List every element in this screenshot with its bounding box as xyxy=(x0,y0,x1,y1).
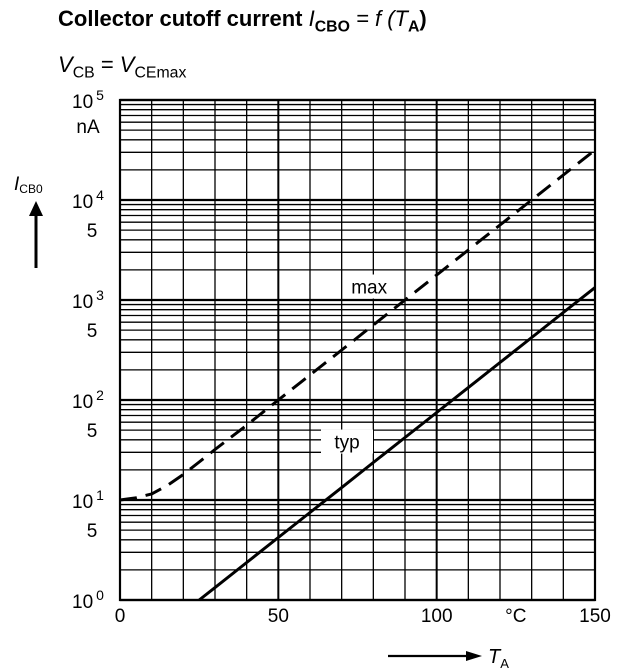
subtitle-rhs: V xyxy=(119,52,135,77)
x-axis-label: TA xyxy=(488,646,509,670)
series-line-max xyxy=(119,148,596,502)
subtitle-lhs-sub: CB xyxy=(72,64,95,82)
y-tick-label: 5 xyxy=(87,321,98,342)
y-tick-label: 5 xyxy=(87,221,98,242)
grid xyxy=(118,98,597,602)
x-tick-label: 50 xyxy=(268,606,289,627)
subtitle-rhs-sub: CEmax xyxy=(134,64,187,82)
series-label-bg xyxy=(343,274,396,299)
title-symbol: I xyxy=(308,6,315,31)
subtitle-lhs: V xyxy=(58,52,73,77)
y-tick-label: 10 2 xyxy=(72,387,104,413)
subtitle-eq: = xyxy=(100,52,114,77)
series-layer xyxy=(119,148,596,602)
series-label-max: max xyxy=(351,278,387,299)
y-tick-labels: 10 0 5 10 1 5 10 2 5 10 3 5 10 4 10 5 nA xyxy=(72,87,104,613)
x-axis-arrow-head xyxy=(466,651,482,661)
y-unit-label: nA xyxy=(76,117,100,138)
y-tick-label: 5 xyxy=(87,421,98,442)
y-axis-label: ICB0 xyxy=(14,174,43,196)
title-relation: = f (T xyxy=(356,6,408,31)
y-tick-label: 10 4 xyxy=(72,187,104,213)
series-label-bg xyxy=(321,429,373,454)
x-tick-labels: 0 50 100 150 °C xyxy=(115,606,611,627)
x-tick-label: 100 xyxy=(421,606,453,627)
y-tick-label: 10 1 xyxy=(72,487,104,513)
axis-labels: ICB0 TA xyxy=(14,174,509,670)
title-close: ) xyxy=(419,6,427,31)
y-tick-label: 10 3 xyxy=(72,287,104,313)
x-tick-label: 0 xyxy=(115,606,126,627)
series-labels: max typ xyxy=(321,274,396,454)
chart-title: Collector cutoff current ICBO = f (TA) xyxy=(58,6,427,37)
chart-subtitle: VCB = VCEmax xyxy=(58,52,186,83)
series-label-typ: typ xyxy=(334,433,359,454)
x-unit-label: °C xyxy=(505,606,526,627)
y-axis-arrow-head xyxy=(29,201,43,216)
title-relation-sub: A xyxy=(407,18,420,36)
y-tick-label: 10 5 xyxy=(72,87,104,113)
title-text: Collector cutoff current xyxy=(58,6,303,31)
y-tick-label: 5 xyxy=(87,521,98,542)
title-symbol-sub: CBO xyxy=(314,18,350,36)
x-tick-label: 150 xyxy=(579,606,611,627)
series-line-typ xyxy=(198,286,596,602)
plot-frame xyxy=(118,98,597,602)
y-tick-label: 10 0 xyxy=(72,587,104,613)
